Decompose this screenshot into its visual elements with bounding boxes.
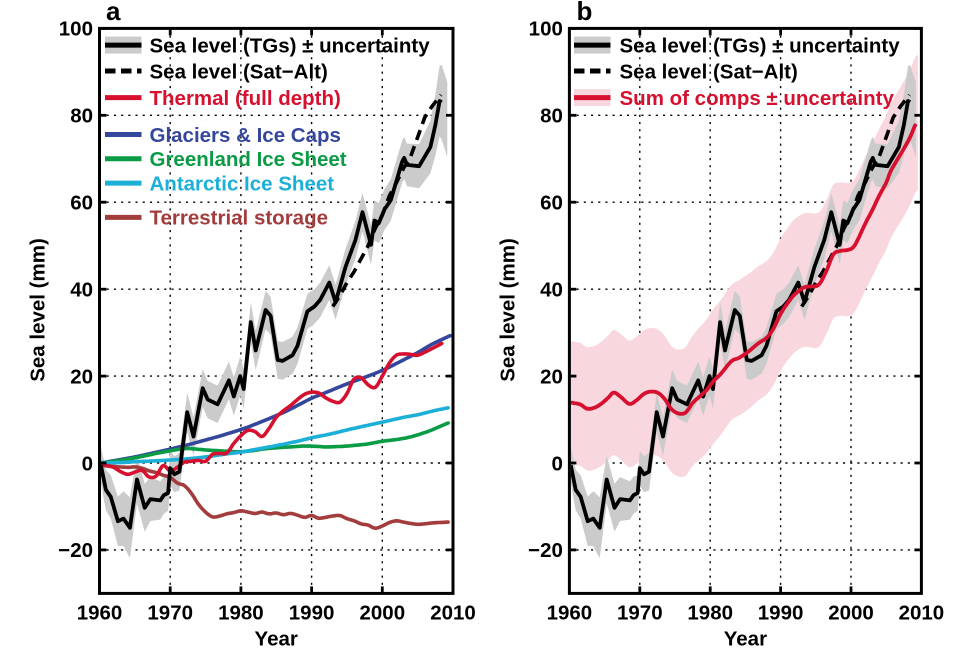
svg-text:Sea level (Sat−Alt): Sea level (Sat−Alt) — [150, 60, 328, 83]
svg-text:40: 40 — [70, 279, 93, 302]
svg-text:Sea level (mm): Sea level (mm) — [496, 238, 519, 382]
svg-text:100: 100 — [529, 18, 563, 41]
svg-text:2010: 2010 — [899, 602, 945, 625]
svg-text:80: 80 — [540, 105, 563, 128]
svg-text:100: 100 — [59, 18, 93, 41]
svg-text:Sea level (TGs) ± uncertainty: Sea level (TGs) ± uncertainty — [620, 34, 901, 57]
svg-text:Terrestrial storage: Terrestrial storage — [150, 207, 329, 230]
svg-text:1970: 1970 — [147, 602, 193, 625]
svg-text:20: 20 — [70, 365, 93, 388]
svg-text:1990: 1990 — [289, 602, 335, 625]
svg-text:Sea level (Sat−Alt): Sea level (Sat−Alt) — [620, 60, 798, 83]
svg-text:2000: 2000 — [828, 602, 874, 625]
svg-text:Year: Year — [724, 628, 767, 651]
svg-text:Year: Year — [255, 628, 298, 651]
svg-text:0: 0 — [82, 452, 93, 475]
svg-text:Glaciers & Ice Caps: Glaciers & Ice Caps — [150, 124, 341, 147]
svg-text:2010: 2010 — [430, 602, 476, 625]
svg-text:a: a — [106, 0, 121, 26]
svg-text:Sea level (TGs) ± uncertainty: Sea level (TGs) ± uncertainty — [150, 34, 431, 57]
svg-text:1990: 1990 — [758, 602, 804, 625]
svg-text:60: 60 — [540, 192, 563, 215]
svg-text:Sum of comps ± uncertainty: Sum of comps ± uncertainty — [620, 87, 895, 110]
svg-text:−20: −20 — [58, 539, 93, 562]
svg-text:−20: −20 — [528, 539, 563, 562]
svg-text:1960: 1960 — [77, 602, 123, 625]
svg-text:b: b — [577, 0, 593, 26]
svg-text:20: 20 — [540, 365, 563, 388]
svg-text:60: 60 — [70, 192, 93, 215]
svg-text:1960: 1960 — [547, 602, 593, 625]
svg-text:2000: 2000 — [359, 602, 405, 625]
svg-text:40: 40 — [540, 279, 563, 302]
svg-text:1970: 1970 — [617, 602, 663, 625]
svg-text:1980: 1980 — [687, 602, 733, 625]
svg-text:Sea level (mm): Sea level (mm) — [27, 238, 50, 382]
svg-text:80: 80 — [70, 105, 93, 128]
svg-text:Greenland Ice Sheet: Greenland Ice Sheet — [150, 148, 347, 171]
svg-text:Antarctic Ice Sheet: Antarctic Ice Sheet — [150, 172, 335, 195]
svg-text:0: 0 — [551, 452, 562, 475]
svg-text:1980: 1980 — [218, 602, 264, 625]
svg-text:Thermal (full depth): Thermal (full depth) — [150, 87, 341, 110]
